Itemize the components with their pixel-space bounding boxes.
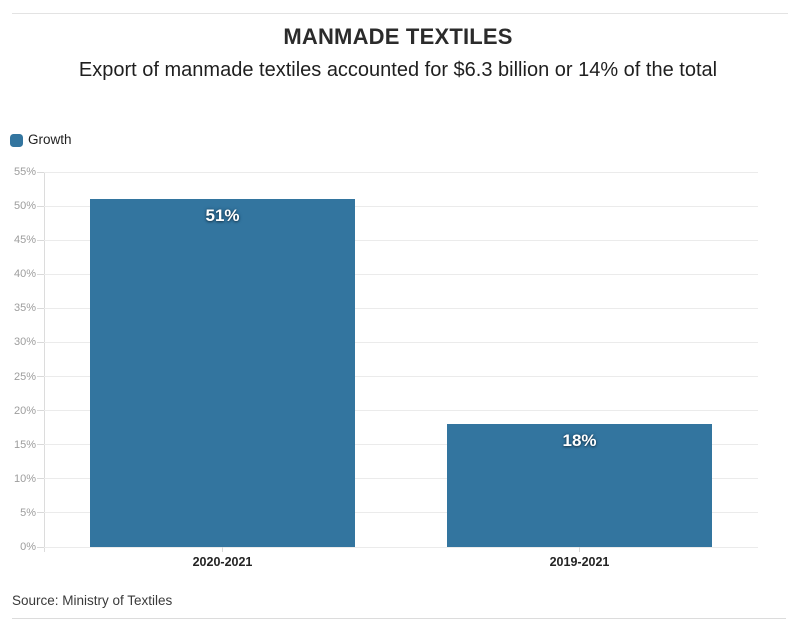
y-axis-tick xyxy=(37,273,44,275)
bottom-divider xyxy=(12,618,786,619)
chart-subtitle: Export of manmade textiles accounted for… xyxy=(78,59,718,81)
gridline xyxy=(44,444,758,446)
bar-value-label: 18% xyxy=(562,431,597,451)
gridline xyxy=(44,307,758,309)
gridline xyxy=(44,205,758,207)
y-axis-tick xyxy=(37,478,44,480)
gridline xyxy=(44,546,758,548)
y-axis-tick-label: 10% xyxy=(13,472,36,485)
y-axis-line xyxy=(44,172,45,552)
y-axis-tick-label: 35% xyxy=(13,302,36,315)
gridline xyxy=(44,239,758,241)
legend: Growth xyxy=(10,133,72,147)
y-axis-tick-label: 30% xyxy=(13,336,36,349)
y-axis-tick xyxy=(37,512,44,514)
y-axis-tick xyxy=(37,376,44,378)
y-axis-tick-label: 25% xyxy=(13,370,36,383)
y-axis-tick-label: 50% xyxy=(13,200,36,213)
x-axis-tick xyxy=(579,547,580,552)
y-axis-tick xyxy=(37,444,44,446)
bar-2020-2021: 51% xyxy=(90,199,355,547)
y-axis-tick xyxy=(37,239,44,241)
y-axis-tick xyxy=(37,171,44,173)
y-axis-tick-label: 40% xyxy=(13,268,36,281)
y-axis-tick-label: 5% xyxy=(20,506,36,519)
bar-value-label: 51% xyxy=(205,206,240,226)
top-divider xyxy=(12,13,788,14)
y-axis-tick xyxy=(37,205,44,207)
y-axis-tick xyxy=(37,410,44,412)
source-note: Source: Ministry of Textiles xyxy=(12,593,173,608)
y-axis-tick-label: 15% xyxy=(13,438,36,451)
bar-2019-2021: 18% xyxy=(447,424,712,547)
y-axis-tick-label: 0% xyxy=(20,541,36,553)
y-axis-tick-label: 20% xyxy=(13,404,36,417)
gridline xyxy=(44,478,758,480)
y-axis-tick-label: 55% xyxy=(13,166,36,178)
plot-area: 0% 5% 10% 15% 20% 25% 30% 35% 40% 45% 50% 55% 51% 202… xyxy=(14,166,758,569)
y-axis-tick-label: 45% xyxy=(13,234,36,247)
gridline xyxy=(44,512,758,514)
x-axis-tick xyxy=(222,547,223,552)
gridline xyxy=(44,376,758,378)
legend-swatch-icon xyxy=(10,133,23,147)
gridline xyxy=(44,341,758,343)
x-axis-category-label: 2019-2021 xyxy=(549,555,610,569)
gridline xyxy=(44,171,758,173)
chart-title: MANMADE TEXTILES xyxy=(283,24,513,49)
legend-label: Growth xyxy=(28,132,72,147)
y-axis-tick xyxy=(37,307,44,309)
x-axis-category-label: 2020-2021 xyxy=(192,555,253,569)
gridline xyxy=(44,273,758,275)
y-axis-tick xyxy=(37,341,44,343)
y-axis-tick xyxy=(37,546,44,548)
gridline xyxy=(44,410,758,412)
